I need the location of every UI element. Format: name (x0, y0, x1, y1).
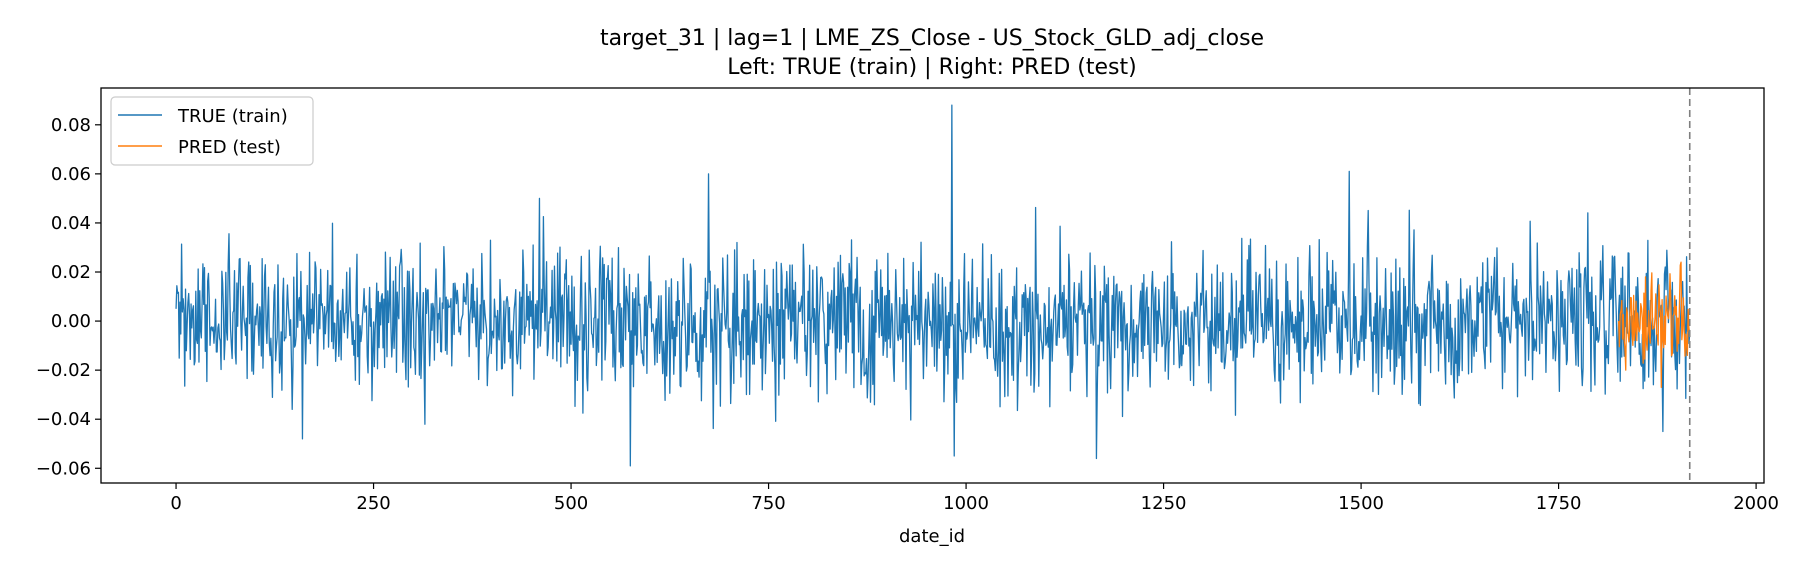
y-tick-label: 0.08 (51, 115, 91, 136)
y-tick-label: 0.04 (51, 213, 91, 234)
legend-frame (110, 96, 314, 166)
y-tick-label: 0.06 (51, 164, 91, 185)
series-line-true-train (175, 104, 1691, 467)
x-tick-label: 500 (554, 493, 588, 514)
legend: TRUE (train) PRED (test) (110, 96, 314, 166)
legend-label-pred: PRED (test) (178, 137, 281, 158)
y-tick-label: −0.06 (36, 458, 91, 479)
plot-frame (100, 87, 1765, 484)
legend-label-true: TRUE (train) (177, 106, 288, 127)
y-axis: −0.06 −0.04 −0.02 0.00 0.02 0.04 0.06 0.08 (36, 115, 101, 479)
x-tick-label: 1250 (1141, 493, 1187, 514)
y-tick-label: −0.02 (36, 360, 91, 381)
y-tick-label: −0.04 (36, 409, 91, 430)
x-tick-label: 1000 (943, 493, 989, 514)
series-line-pred-test (1617, 261, 1691, 388)
x-axis: 0 250 500 750 1000 1250 1500 1750 2000 (170, 483, 1779, 514)
y-tick-label: 0.00 (51, 311, 91, 332)
chart-title: target_31 | lag=1 | LME_ZS_Close - US_St… (600, 26, 1264, 51)
chart-subtitle: Left: TRUE (train) | Right: PRED (test) (727, 55, 1136, 80)
x-tick-label: 1750 (1536, 493, 1582, 514)
x-tick-label: 2000 (1733, 493, 1779, 514)
x-tick-label: 0 (170, 493, 181, 514)
x-tick-label: 250 (356, 493, 390, 514)
y-tick-label: 0.02 (51, 262, 91, 283)
plot-area (100, 87, 1765, 484)
x-tick-label: 750 (751, 493, 785, 514)
x-axis-label: date_id (899, 526, 965, 547)
x-tick-label: 1500 (1338, 493, 1384, 514)
